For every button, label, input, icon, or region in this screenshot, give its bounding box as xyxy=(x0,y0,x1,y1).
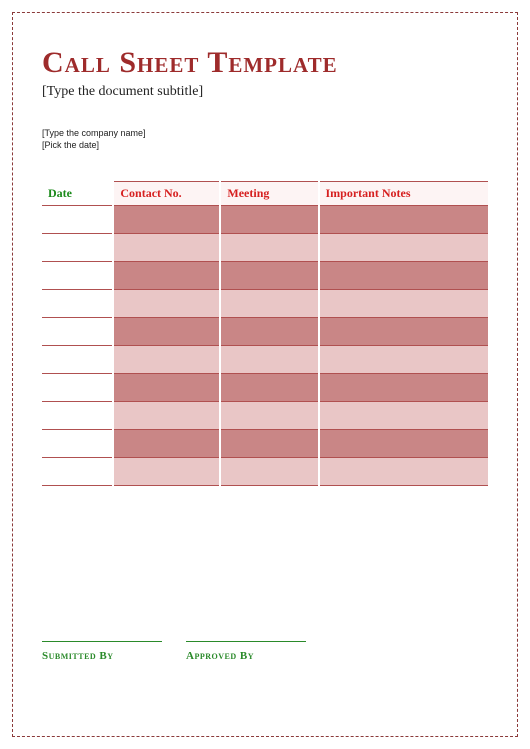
document-content: Call Sheet Template [Type the document s… xyxy=(42,48,488,707)
table-cell xyxy=(113,458,220,486)
table-row xyxy=(42,262,488,290)
table-cell xyxy=(220,262,318,290)
col-header-notes: Important Notes xyxy=(319,182,489,206)
table-cell xyxy=(42,262,113,290)
table-cell xyxy=(42,402,113,430)
table-cell xyxy=(319,318,489,346)
col-header-date: Date xyxy=(42,182,113,206)
table-cell xyxy=(319,262,489,290)
table-cell xyxy=(113,290,220,318)
table-cell xyxy=(42,458,113,486)
table-cell xyxy=(113,262,220,290)
approved-signature-line xyxy=(186,641,306,642)
table-cell xyxy=(319,374,489,402)
table-cell xyxy=(113,234,220,262)
date-placeholder: [Pick the date] xyxy=(42,140,488,152)
table-cell xyxy=(42,234,113,262)
table-row xyxy=(42,206,488,234)
table-cell xyxy=(220,458,318,486)
table-body xyxy=(42,206,488,486)
table-cell xyxy=(319,458,489,486)
table-cell xyxy=(42,346,113,374)
table-cell xyxy=(220,346,318,374)
table-cell xyxy=(319,346,489,374)
table-cell xyxy=(220,206,318,234)
table-cell xyxy=(113,346,220,374)
call-sheet-table: Date Contact No. Meeting Important Notes xyxy=(42,181,488,486)
approved-by-block: Approved By xyxy=(186,641,306,662)
table-cell xyxy=(113,318,220,346)
table-cell xyxy=(113,374,220,402)
col-header-meeting: Meeting xyxy=(220,182,318,206)
table-cell xyxy=(319,290,489,318)
table-cell xyxy=(113,206,220,234)
table-cell xyxy=(220,430,318,458)
table-cell xyxy=(113,402,220,430)
table-cell xyxy=(319,430,489,458)
table-cell xyxy=(220,290,318,318)
table-row xyxy=(42,346,488,374)
table-row xyxy=(42,458,488,486)
table-cell xyxy=(42,318,113,346)
submitted-signature-line xyxy=(42,641,162,642)
approved-by-label: Approved By xyxy=(186,650,254,662)
table-cell xyxy=(319,402,489,430)
submitted-by-block: Submitted By xyxy=(42,641,162,662)
table-row xyxy=(42,374,488,402)
table-cell xyxy=(319,234,489,262)
table-row xyxy=(42,234,488,262)
table-cell xyxy=(113,430,220,458)
document-meta: [Type the company name] [Pick the date] xyxy=(42,128,488,151)
table-header-row: Date Contact No. Meeting Important Notes xyxy=(42,182,488,206)
table-cell xyxy=(42,430,113,458)
signature-section: Submitted By Approved By xyxy=(42,641,306,662)
table-cell xyxy=(42,290,113,318)
table-cell xyxy=(42,206,113,234)
document-title: Call Sheet Template xyxy=(42,48,488,78)
table-cell xyxy=(220,318,318,346)
table-cell xyxy=(42,374,113,402)
company-name-placeholder: [Type the company name] xyxy=(42,128,488,140)
table-cell xyxy=(220,374,318,402)
table-row xyxy=(42,430,488,458)
submitted-by-label: Submitted By xyxy=(42,650,114,662)
document-subtitle: [Type the document subtitle] xyxy=(42,84,488,100)
table-cell xyxy=(220,402,318,430)
table-cell xyxy=(319,206,489,234)
table-row xyxy=(42,402,488,430)
table-row xyxy=(42,318,488,346)
col-header-contact: Contact No. xyxy=(113,182,220,206)
table-row xyxy=(42,290,488,318)
table-cell xyxy=(220,234,318,262)
